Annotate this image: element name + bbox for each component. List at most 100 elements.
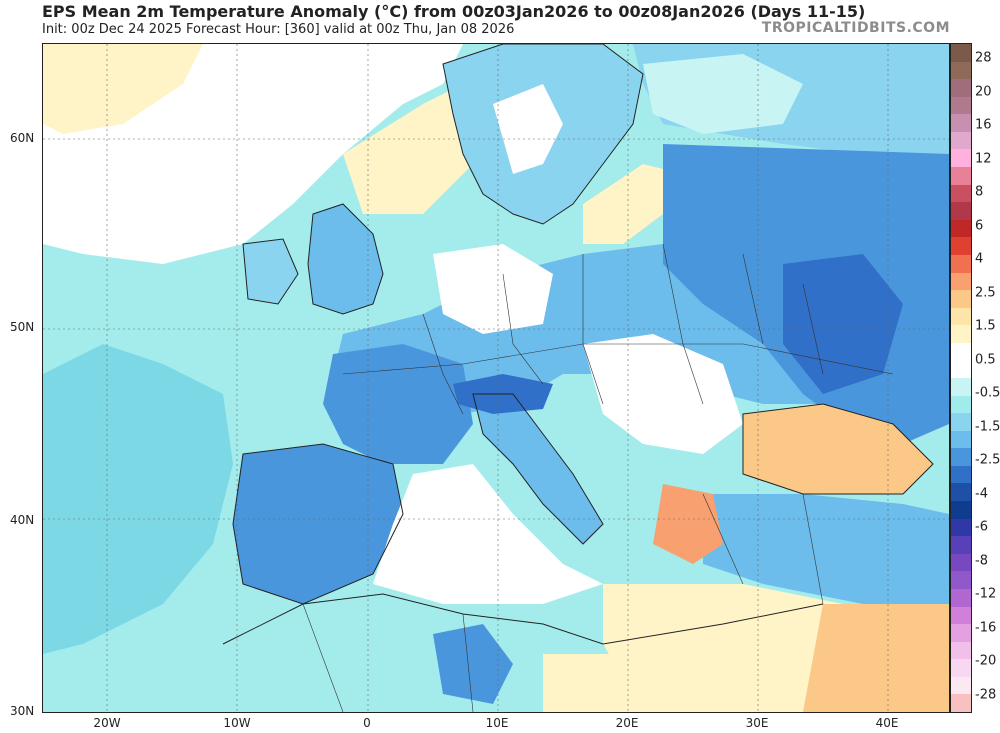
- black-sea-warm: [743, 404, 933, 494]
- colorbar-swatch: [951, 325, 971, 343]
- turkey-land: [703, 494, 949, 604]
- colorbar-swatch: [951, 219, 971, 238]
- colorbar-swatch: [951, 61, 971, 80]
- colorbar-swatch: [951, 202, 971, 220]
- colorbar-swatch: [951, 44, 971, 62]
- libya-warm: [543, 654, 663, 712]
- colorbar-swatch: [951, 571, 971, 589]
- colorbar-tick-label: -20: [975, 653, 997, 669]
- colorbar-swatch: [951, 465, 971, 484]
- sahara-cold-patch: [433, 624, 513, 704]
- lat-label-50n: 50N: [10, 320, 35, 334]
- colorbar: [950, 43, 972, 713]
- colorbar-tick-label: -28: [975, 687, 997, 702]
- lon-label-40e: 40E: [875, 716, 899, 730]
- temperature-anomaly-map: [42, 43, 950, 713]
- colorbar-tick-label: -12: [975, 586, 997, 602]
- colorbar-swatch: [951, 501, 971, 519]
- levant-warm: [803, 604, 949, 712]
- lat-label-30n: 30N: [10, 704, 35, 718]
- mediterranean-neutral: [373, 464, 603, 604]
- colorbar-swatch: [951, 237, 971, 255]
- colorbar-tick-label: -4: [975, 486, 988, 501]
- great-britain-land: [308, 204, 383, 314]
- germany-neutral: [433, 244, 553, 334]
- colorbar-tick-label: -8: [975, 553, 988, 568]
- colorbar-swatch: [951, 624, 971, 642]
- colorbar-swatch: [951, 184, 971, 203]
- lon-label-30e: 30E: [745, 716, 769, 730]
- colorbar-tick-label: 1.5: [975, 318, 996, 334]
- scandinavia-neutral: [493, 84, 563, 174]
- colorbar-swatch: [951, 272, 971, 291]
- colorbar-tick-label: -6: [975, 519, 988, 535]
- italy-land: [473, 394, 603, 544]
- colorbar-tick-label: -1.5: [975, 419, 1000, 434]
- aegean-warm: [653, 484, 723, 564]
- colorbar-swatch: [951, 96, 971, 115]
- colorbar-swatch: [951, 290, 971, 308]
- colorbar-swatch: [951, 694, 971, 712]
- colorbar-tick-label: 6: [975, 218, 984, 233]
- colorbar-swatch: [951, 676, 971, 695]
- colorbar-swatch: [951, 254, 971, 273]
- colorbar-swatch: [951, 518, 971, 537]
- colorbar-tick-label: -16: [975, 620, 997, 635]
- colorbar-swatch: [951, 377, 971, 396]
- colorbar-swatch: [951, 342, 971, 361]
- colorbar-swatch: [951, 114, 971, 132]
- colorbar-swatch: [951, 553, 971, 572]
- header: EPS Mean 2m Temperature Anomaly (°C) fro…: [0, 0, 1000, 44]
- lon-label-0: 0: [363, 716, 371, 730]
- atlantic-warm-patch: [43, 44, 203, 134]
- lon-label-10e: 10E: [485, 716, 509, 730]
- colorbar-tick-label: -2.5: [975, 452, 1000, 468]
- colorbar-swatch: [951, 413, 971, 431]
- finland-light-zone: [643, 54, 803, 134]
- colorbar-tick-label: 2.5: [975, 285, 996, 300]
- colorbar-swatch: [951, 149, 971, 168]
- colorbar-swatch: [951, 307, 971, 326]
- map-canvas: [43, 44, 949, 712]
- colorbar-swatch: [951, 641, 971, 660]
- colorbar-swatch: [951, 360, 971, 378]
- map-subtitle: Init: 00z Dec 24 2025 Forecast Hour: [36…: [42, 22, 515, 37]
- colorbar-tick-label: 8: [975, 184, 984, 200]
- ukraine-russia-cold-core: [783, 254, 903, 394]
- colorbar-tick-label: -0.5: [975, 385, 1000, 401]
- colorbar-swatch: [951, 588, 971, 607]
- lon-label-10w: 10W: [223, 716, 251, 730]
- colorbar-swatch: [951, 167, 971, 185]
- colorbar-swatch: [951, 430, 971, 449]
- iberia-land: [233, 444, 403, 604]
- brand-watermark: TROPICALTIDBITS.COM: [761, 20, 950, 36]
- lat-label-40n: 40N: [10, 513, 35, 527]
- map-title: EPS Mean 2m Temperature Anomaly (°C) fro…: [42, 2, 866, 21]
- colorbar-tick-label: 20: [975, 84, 992, 99]
- lon-label-20w: 20W: [93, 716, 121, 730]
- colorbar-tick-label: 28: [975, 50, 992, 66]
- colorbar-swatch: [951, 483, 971, 502]
- ireland-land: [243, 239, 298, 304]
- colorbar-swatch: [951, 79, 971, 97]
- baltic-sea-warm: [583, 164, 683, 244]
- colorbar-swatch: [951, 395, 971, 414]
- lon-label-20e: 20E: [615, 716, 639, 730]
- atlantic-cool-zone: [43, 344, 233, 654]
- colorbar-swatch: [951, 659, 971, 677]
- graticule: [43, 44, 949, 712]
- colorbar-tick-label: 4: [975, 251, 984, 267]
- country-borders: [302, 243, 894, 712]
- lat-label-60n: 60N: [10, 131, 35, 145]
- colorbar-swatch: [951, 131, 971, 150]
- coastlines: [222, 44, 934, 645]
- colorbar-swatch: [951, 606, 971, 625]
- north-sea-warm-patch: [343, 84, 473, 214]
- colorbar-swatch: [951, 448, 971, 466]
- colorbar-tick-label: 12: [975, 151, 992, 166]
- colorbar-swatch: [951, 536, 971, 554]
- colorbar-tick-label: 0.5: [975, 352, 996, 367]
- balkans-neutral: [583, 334, 743, 454]
- colorbar-tick-label: 16: [975, 117, 992, 133]
- france-land: [323, 344, 473, 464]
